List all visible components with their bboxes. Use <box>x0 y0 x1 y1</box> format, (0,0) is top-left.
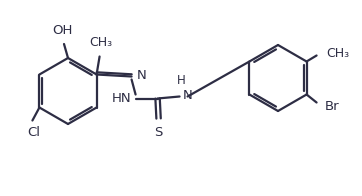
Text: S: S <box>154 126 163 140</box>
Text: CH₃: CH₃ <box>89 35 112 48</box>
Text: OH: OH <box>52 24 72 37</box>
Text: N: N <box>136 69 146 82</box>
Text: Br: Br <box>325 100 339 113</box>
Text: Cl: Cl <box>27 126 40 140</box>
Text: CH₃: CH₃ <box>327 47 350 60</box>
Text: H: H <box>177 74 186 86</box>
Text: HN: HN <box>112 92 131 105</box>
Text: N: N <box>182 89 192 102</box>
